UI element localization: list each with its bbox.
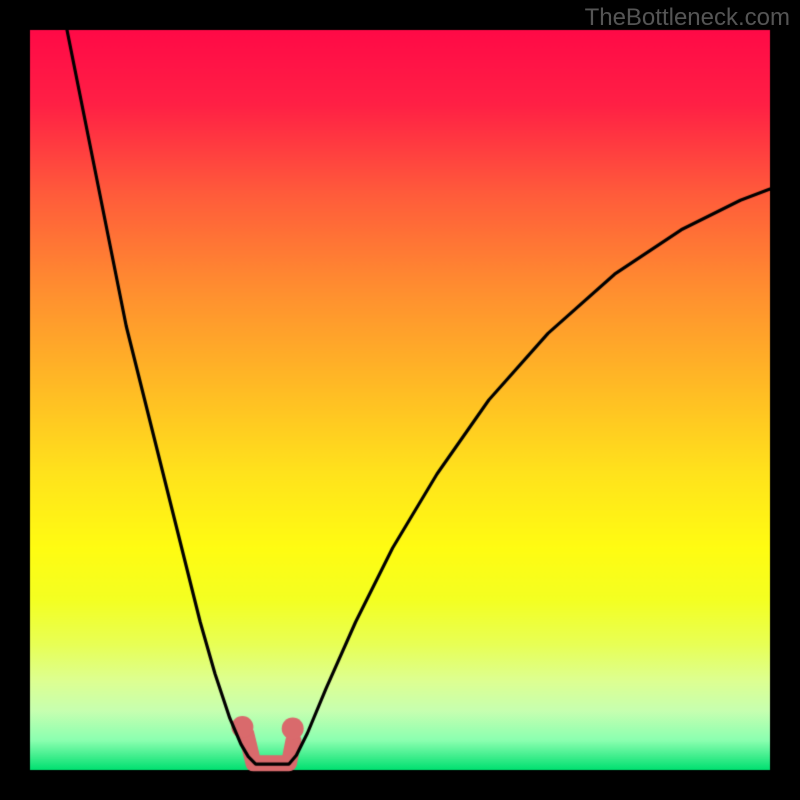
bottleneck-curve-chart <box>0 0 800 800</box>
chart-stage: TheBottleneck.com <box>0 0 800 800</box>
watermark-text: TheBottleneck.com <box>585 4 790 32</box>
